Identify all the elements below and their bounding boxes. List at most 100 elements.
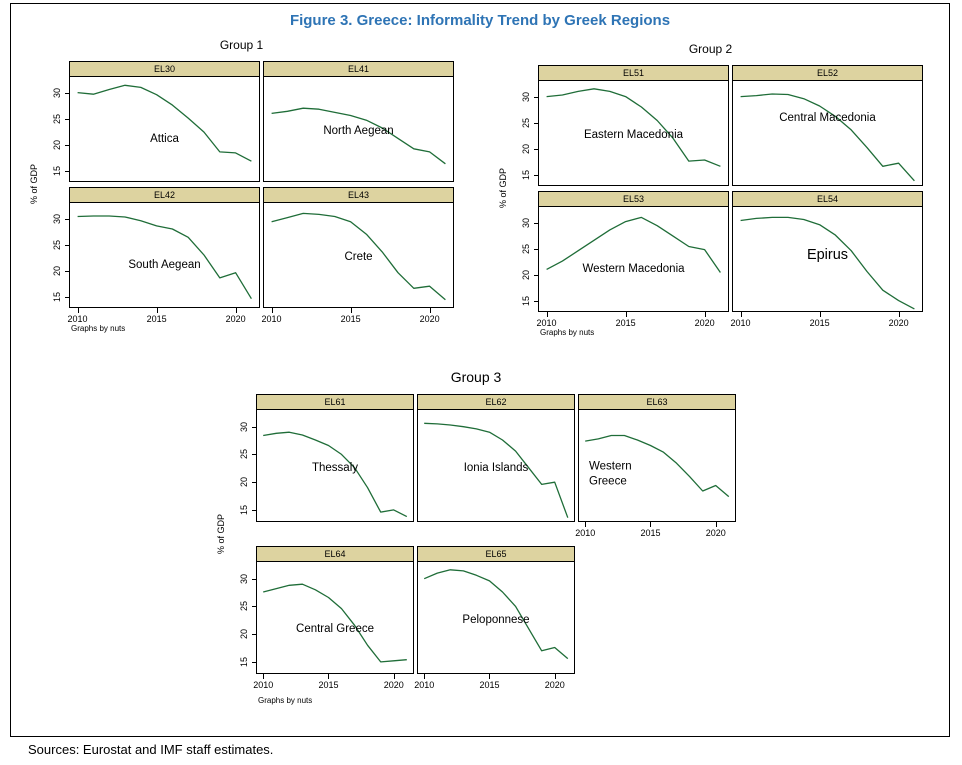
- panel-el64: EL64 Central Greece 15 20 25 30 2010 2015 2020: [239, 546, 414, 690]
- y-tick-label: 20: [52, 265, 62, 276]
- y-tick-mark: [534, 274, 539, 276]
- x-tick-mark: [424, 674, 426, 679]
- group-2-grid: EL51 Eastern Macedonia 15 20 25 30 EL52 Cen…: [521, 65, 923, 328]
- region-label: Attica: [150, 133, 179, 146]
- region-label: Western Macedonia: [582, 263, 685, 276]
- y-tick-label: 25: [52, 239, 62, 250]
- x-tick-mark: [429, 308, 431, 313]
- y-tick-label: 30: [239, 421, 249, 432]
- panel-header: EL65: [418, 547, 574, 562]
- y-tick-mark: [534, 174, 539, 176]
- x-tick-label: 2020: [888, 318, 909, 328]
- panel-header: EL51: [539, 66, 728, 81]
- group-3: Group 3 % of GDP EL61 Thessaly 15 20 25 30 …: [216, 369, 736, 705]
- y-tick-label: 30: [521, 217, 531, 228]
- line-plot: Ionia Islands: [418, 410, 574, 521]
- line-plot: Western Macedonia 15 20 25 30 2010 2015 2020: [521, 207, 728, 328]
- x-tick-mark: [546, 312, 548, 317]
- y-tick-mark: [252, 509, 257, 511]
- line-plot: Crete 2010 2015 2020: [262, 203, 453, 324]
- group-1: Group 1 % of GDP EL30 Attica 15 20 25 30 EL…: [29, 38, 454, 333]
- y-axis-title: % of GDP: [498, 168, 508, 209]
- y-tick-mark: [65, 244, 70, 246]
- region-label: Ionia Islands: [463, 461, 529, 474]
- y-tick-label: 25: [52, 113, 62, 124]
- panel-header: EL41: [264, 62, 453, 77]
- x-tick-mark: [77, 308, 79, 313]
- region-code: EL41: [347, 64, 370, 74]
- region-label: South Aegean: [128, 259, 201, 272]
- panel-header: EL30: [70, 62, 259, 77]
- x-tick-label: 2015: [615, 318, 636, 328]
- panel-el62: EL62 Ionia Islands: [417, 394, 575, 522]
- group-2-body: % of GDP EL51 Eastern Macedonia 15 20 25 30…: [498, 65, 923, 328]
- y-tick-mark: [252, 606, 257, 608]
- x-tick-label: 2020: [419, 314, 440, 324]
- region-code: EL51: [622, 68, 645, 78]
- x-tick-label: 2010: [67, 314, 88, 324]
- y-tick-label: 25: [521, 117, 531, 128]
- x-tick-label: 2015: [318, 680, 339, 690]
- x-tick-label: 2010: [536, 318, 557, 328]
- y-tick-label: 30: [52, 87, 62, 98]
- x-tick-label: 2015: [146, 314, 167, 324]
- panel-header: EL62: [418, 395, 574, 410]
- y-tick-label: 20: [52, 139, 62, 150]
- line-plot: Central Greece 15 20 25 30 2010 2015 2020: [239, 562, 413, 690]
- y-tick-mark: [252, 661, 257, 663]
- region-code: EL62: [485, 397, 507, 407]
- y-tick-mark: [65, 170, 70, 172]
- panel-el65: EL65 Peloponnese 2010 2015 2020: [414, 546, 575, 690]
- panel-el30: EL30 Attica 15 20 25 30: [52, 61, 260, 182]
- region-label: Eastern Macedonia: [583, 129, 684, 142]
- y-tick-label: 15: [521, 169, 531, 180]
- group-1-title: Group 1: [219, 38, 264, 52]
- group-3-body: % of GDP EL61 Thessaly 15 20 25 30 EL62 Ion: [216, 394, 736, 690]
- x-tick-label: 2020: [383, 680, 404, 690]
- y-axis-title: % of GDP: [29, 164, 39, 205]
- line-plot: Western Greece 2010 2015 2020: [575, 410, 735, 538]
- y-axis-title: % of GDP: [216, 513, 226, 554]
- x-tick-mark: [263, 674, 265, 679]
- informality-trend-line: [740, 93, 915, 182]
- y-tick-label: 25: [239, 449, 249, 460]
- y-tick-mark: [65, 144, 70, 146]
- x-tick-label: 2010: [575, 528, 596, 538]
- group-1-grid: EL30 Attica 15 20 25 30 EL41 North Aegean: [52, 61, 454, 324]
- y-tick-mark: [65, 296, 70, 298]
- y-tick-label: 15: [239, 504, 249, 515]
- y-tick-label: 15: [239, 656, 249, 667]
- panel-header: EL54: [733, 192, 922, 207]
- panel-el51: EL51 Eastern Macedonia 15 20 25 30: [521, 65, 729, 186]
- x-tick-mark: [740, 312, 742, 317]
- x-tick-mark: [650, 522, 652, 527]
- y-tick-mark: [252, 426, 257, 428]
- panel-header: EL64: [257, 547, 413, 562]
- sources-note: Sources: Eurostat and IMF staff estimate…: [28, 742, 274, 757]
- x-tick-label: 2010: [261, 314, 282, 324]
- panel-el61: EL61 Thessaly 15 20 25 30: [239, 394, 414, 522]
- x-tick-label: 2015: [640, 528, 661, 538]
- y-tick-mark: [534, 222, 539, 224]
- y-tick-mark: [252, 454, 257, 456]
- x-tick-mark: [819, 312, 821, 317]
- line-plot: Eastern Macedonia 15 20 25 30: [521, 81, 728, 185]
- group-3-grid: EL61 Thessaly 15 20 25 30 EL62 Ionia Island…: [239, 394, 736, 690]
- y-tick-label: 15: [52, 291, 62, 302]
- x-tick-mark: [898, 312, 900, 317]
- panel-el53: EL53 Western Macedonia 15 20 25 30 2010 2015 2…: [521, 191, 729, 328]
- informality-trend-line: [77, 215, 252, 300]
- line-plot: South Aegean 15 20 25 30 2010 2015 2020: [52, 203, 259, 324]
- x-tick-label: 2010: [414, 680, 435, 690]
- x-tick-mark: [704, 312, 706, 317]
- y-tick-label: 20: [239, 477, 249, 488]
- y-tick-label: 30: [521, 91, 531, 102]
- x-tick-mark: [585, 522, 587, 527]
- x-tick-mark: [156, 308, 158, 313]
- y-tick-mark: [65, 270, 70, 272]
- x-tick-mark: [554, 674, 556, 679]
- panel-header: EL43: [264, 188, 453, 203]
- y-tick-label: 30: [52, 213, 62, 224]
- region-label: Central Greece: [296, 622, 374, 635]
- y-tick-mark: [534, 148, 539, 150]
